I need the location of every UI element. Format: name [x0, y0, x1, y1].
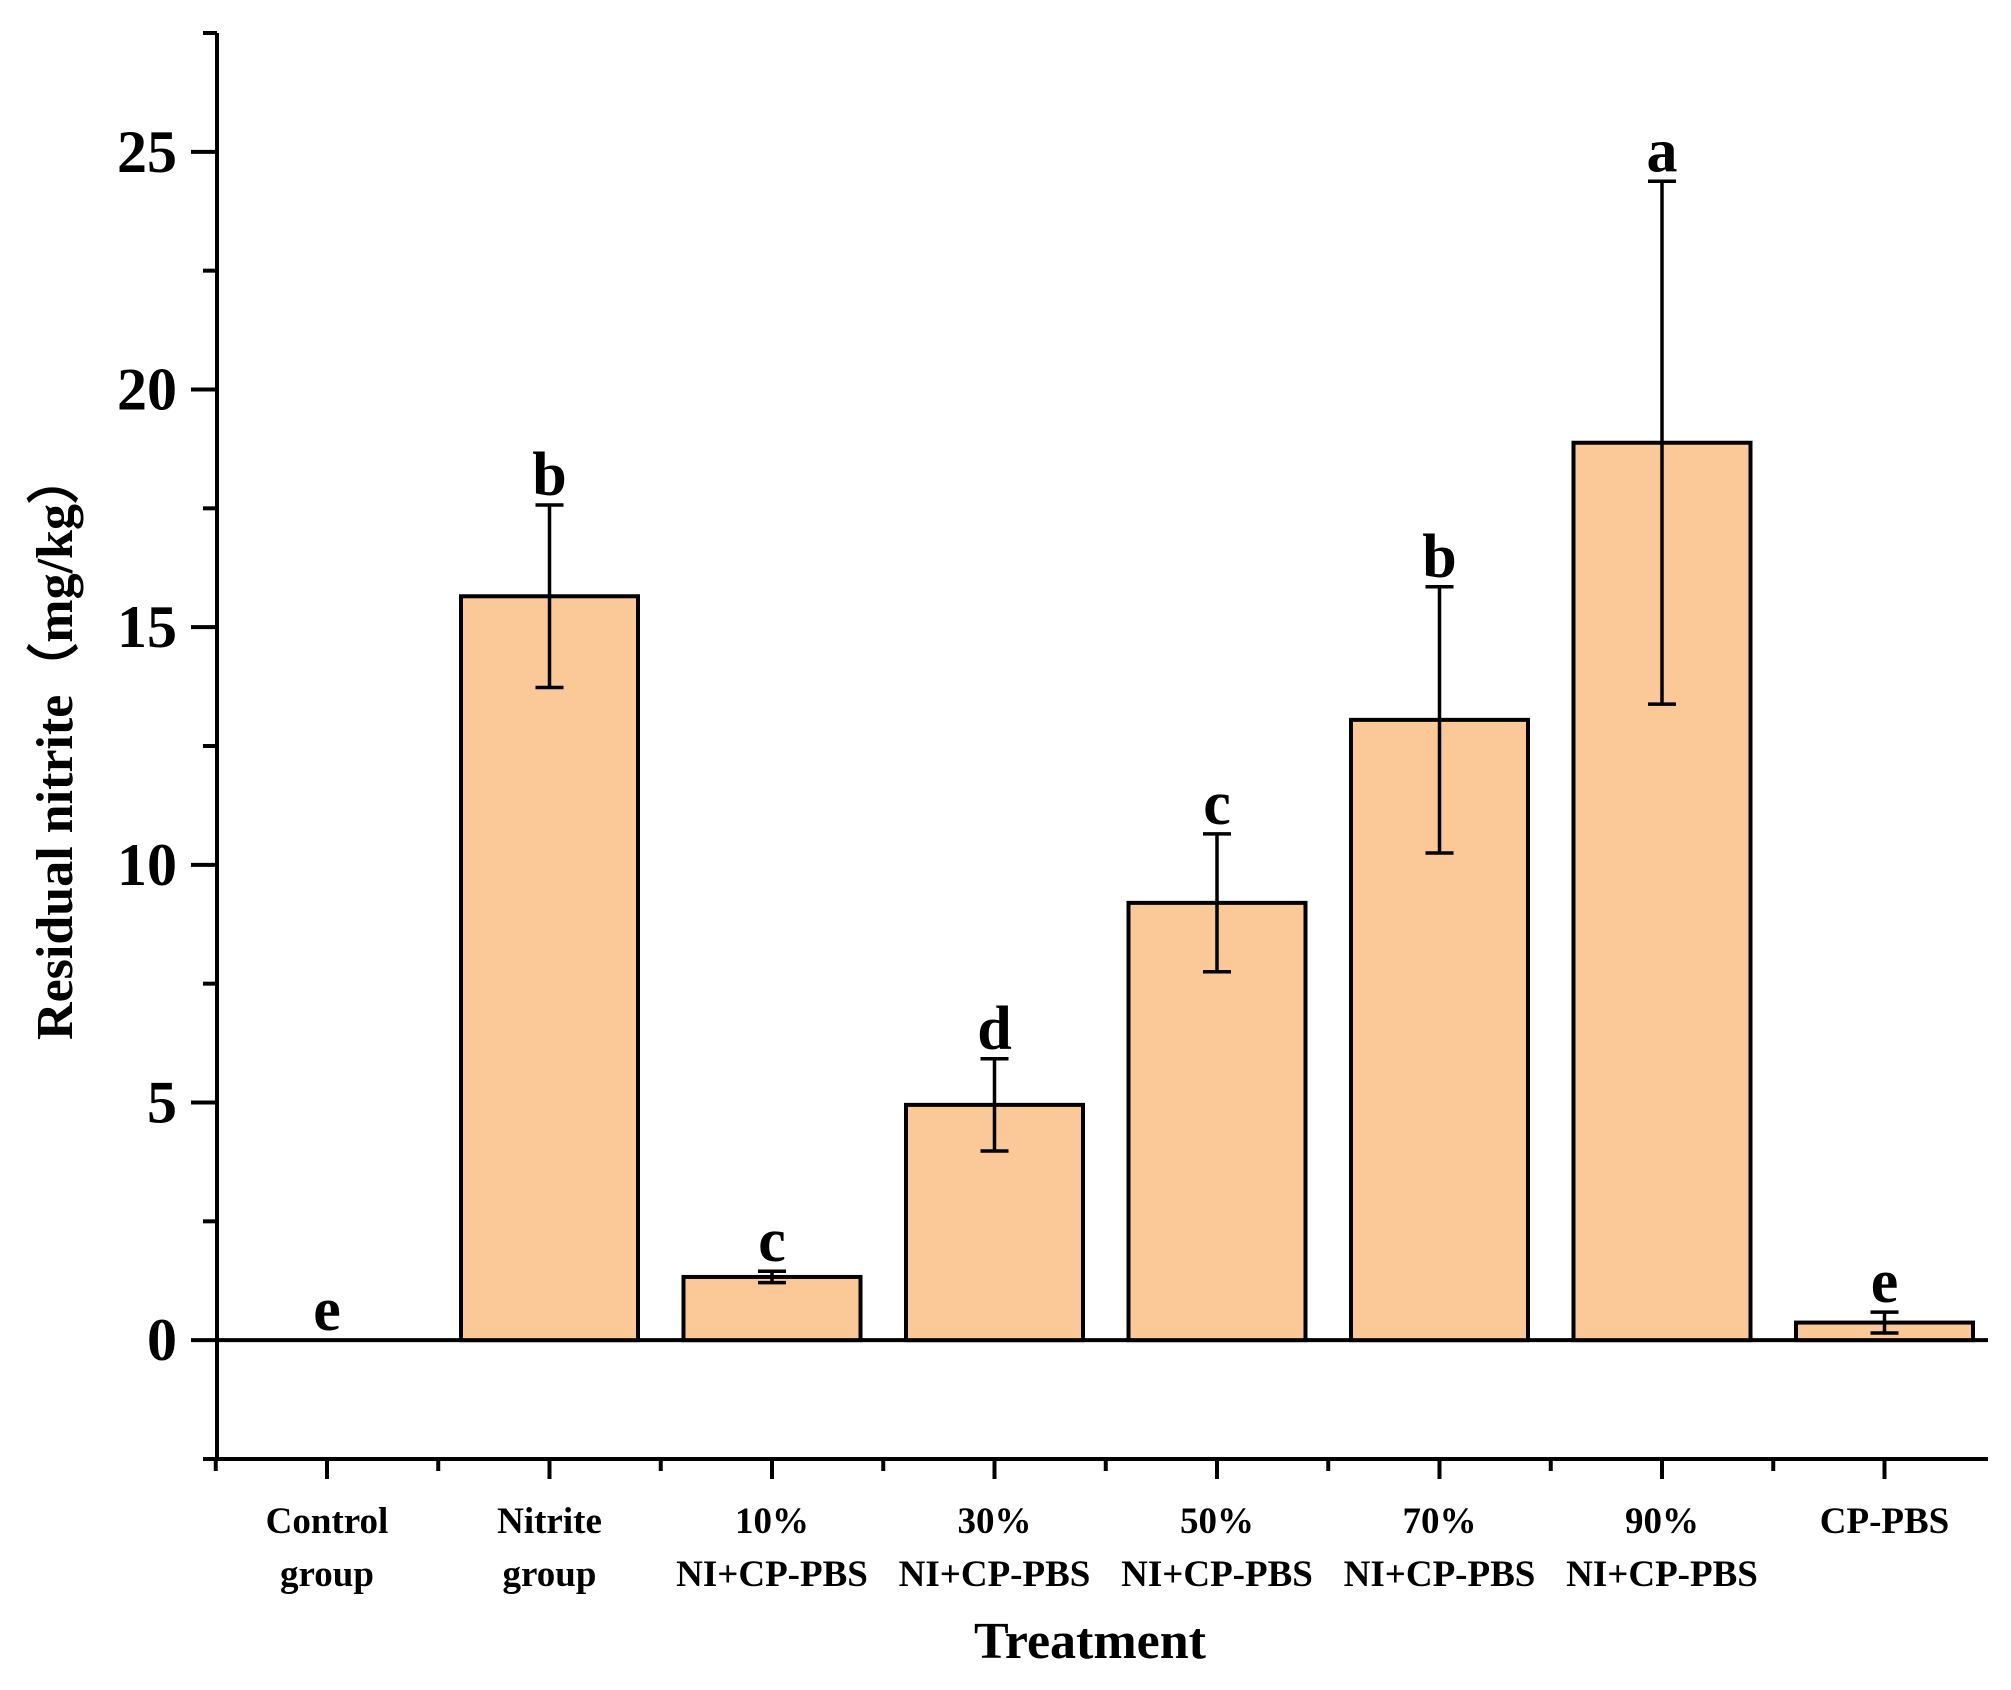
category-label: group	[503, 1554, 597, 1595]
significance-label: c	[758, 1207, 786, 1275]
category-label: 70%	[1403, 1501, 1477, 1542]
category-label: Control	[266, 1501, 389, 1542]
bar	[459, 594, 640, 1343]
significance-label: b	[532, 441, 566, 509]
category-label: Nitrite	[497, 1501, 602, 1542]
significance-labels: e b c d c b a e	[313, 117, 1898, 1344]
y-tick-label: 5	[147, 1070, 177, 1136]
category-label: 10%	[735, 1501, 809, 1542]
category-label: NI+CP-PBS	[1344, 1554, 1536, 1595]
significance-label: c	[1203, 770, 1231, 838]
bar	[1126, 900, 1308, 1343]
bar	[681, 1274, 863, 1343]
category-label: NI+CP-PBS	[1566, 1554, 1758, 1595]
x-axis-title: Treatment	[974, 1613, 1207, 1670]
error-bars	[535, 179, 1899, 1335]
significance-label: e	[313, 1276, 341, 1344]
category-label: 30%	[958, 1501, 1032, 1542]
significance-label: e	[1871, 1248, 1899, 1316]
category-labels: Control group Nitrite group 10% NI+CP-PBS 30% N…	[266, 1501, 1950, 1595]
y-tick-label: 0	[147, 1307, 177, 1373]
significance-label: d	[977, 995, 1011, 1063]
x-axis	[211, 1338, 1988, 1479]
significance-label: b	[1422, 523, 1456, 591]
category-label: NI+CP-PBS	[676, 1554, 868, 1595]
y-tick-label: 10	[117, 832, 177, 898]
y-axis: 0 5 10 15 20 25	[117, 31, 219, 1461]
category-label: CP-PBS	[1820, 1501, 1950, 1542]
y-axis-title: Residual nitrite（mg/kg）	[26, 452, 84, 1040]
category-label: NI+CP-PBS	[1121, 1554, 1313, 1595]
category-label: 90%	[1625, 1501, 1699, 1542]
category-label: NI+CP-PBS	[899, 1554, 1091, 1595]
significance-label: a	[1647, 117, 1678, 185]
y-tick-label: 25	[117, 119, 177, 185]
y-tick-label: 20	[117, 357, 177, 423]
category-label: 50%	[1180, 1501, 1254, 1542]
y-tick-label: 15	[117, 594, 177, 660]
category-label: group	[280, 1554, 374, 1595]
